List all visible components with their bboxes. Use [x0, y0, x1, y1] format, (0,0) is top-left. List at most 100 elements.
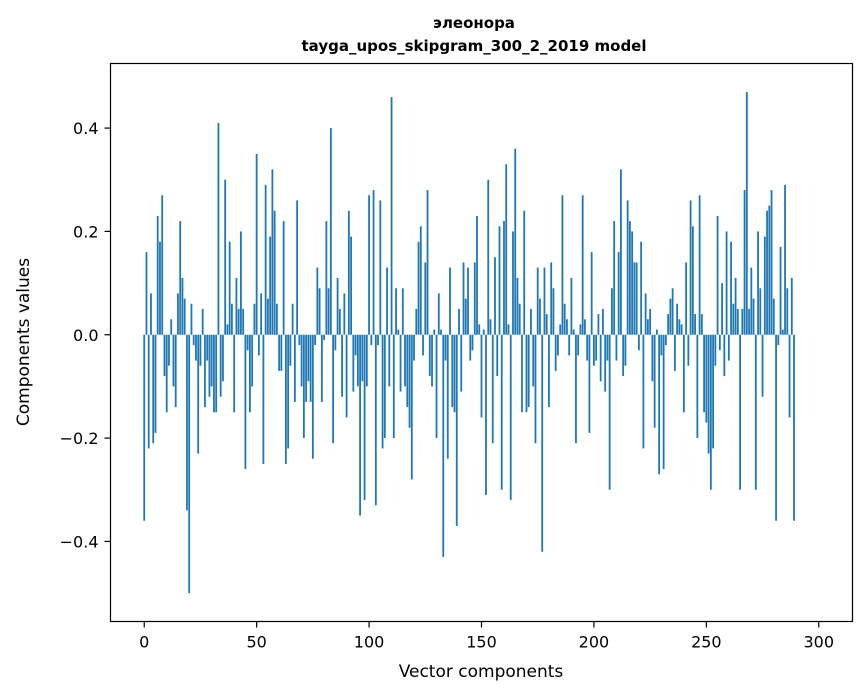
- bar-288: [790, 277, 793, 335]
- bar-series: [143, 91, 795, 594]
- bar-261: [730, 241, 732, 335]
- bar-16: [179, 221, 182, 335]
- bar-126: [426, 190, 429, 335]
- bar-162: [507, 324, 510, 335]
- bar-203: [599, 334, 602, 382]
- bar-265: [739, 334, 741, 490]
- bar-149: [478, 324, 481, 335]
- bar-218: [633, 262, 636, 335]
- bar-140: [458, 308, 460, 335]
- bar-52: [260, 293, 263, 335]
- bar-100: [368, 195, 370, 335]
- x-tick-label: 200: [579, 633, 610, 652]
- bar-226: [651, 334, 654, 382]
- bar-69: [298, 334, 301, 346]
- bar-33: [217, 122, 220, 335]
- bar-114: [399, 334, 402, 392]
- y-tick-label: −0.2: [60, 429, 99, 448]
- bar-61: [280, 334, 283, 371]
- bar-32: [215, 334, 218, 413]
- bar-254: [714, 334, 717, 366]
- bar-119: [410, 334, 413, 480]
- bar-18: [183, 298, 186, 335]
- bar-131: [437, 293, 440, 335]
- bar-239: [680, 324, 683, 335]
- bar-30: [210, 334, 213, 387]
- bar-31: [213, 334, 215, 413]
- bar-152: [485, 334, 487, 495]
- bar-263: [734, 277, 737, 335]
- bar-205: [604, 334, 607, 392]
- y-axis-ticks: −0.4 −0.2 0.0 0.2 0.4: [60, 119, 111, 551]
- bar-135: [446, 334, 449, 459]
- bar-105: [379, 200, 382, 335]
- bar-138: [453, 334, 456, 413]
- bar-112: [395, 288, 397, 335]
- bar-235: [671, 288, 674, 335]
- bar-179: [545, 314, 548, 335]
- chart-title: элеонора: [433, 14, 515, 32]
- bar-11: [168, 334, 170, 366]
- bar-180: [548, 334, 550, 408]
- bar-15: [177, 293, 179, 335]
- bar-108: [386, 267, 388, 335]
- bar-68: [296, 200, 299, 335]
- bar-168: [521, 334, 523, 413]
- bar-185: [559, 324, 562, 335]
- bar-134: [444, 334, 447, 361]
- bar-264: [736, 308, 739, 335]
- bar-4: [152, 334, 155, 444]
- bar-268: [745, 91, 748, 335]
- bar-169: [523, 210, 526, 335]
- bar-252: [709, 334, 712, 490]
- bar-43: [240, 231, 242, 335]
- bar-99: [365, 334, 368, 387]
- bar-29: [208, 334, 211, 397]
- y-tick-label: 0.0: [73, 326, 98, 345]
- bar-96: [359, 334, 361, 516]
- bar-276: [763, 236, 766, 335]
- bar-256: [718, 334, 721, 351]
- bar-285: [784, 184, 786, 335]
- bar-53: [262, 334, 265, 464]
- bar-132: [440, 329, 442, 335]
- bar-146: [471, 334, 474, 351]
- bar-283: [779, 246, 782, 335]
- bar-128: [431, 334, 433, 387]
- bar-241: [685, 262, 688, 335]
- bar-232: [664, 334, 667, 346]
- bar-19: [186, 334, 188, 511]
- bar-123: [419, 226, 422, 335]
- bar-250: [705, 334, 708, 423]
- bar-124: [422, 334, 424, 356]
- bar-73: [307, 334, 310, 382]
- bar-223: [644, 293, 647, 335]
- bar-262: [732, 303, 735, 335]
- bar-182: [552, 288, 555, 335]
- bar-2: [147, 334, 150, 449]
- bar-109: [388, 334, 391, 387]
- bar-287: [788, 334, 791, 418]
- bar-0: [143, 334, 146, 521]
- bar-279: [770, 190, 773, 335]
- bar-260: [727, 334, 730, 361]
- bar-27: [204, 334, 206, 408]
- bar-57: [271, 169, 274, 335]
- bar-145: [469, 334, 472, 361]
- bar-10: [165, 334, 168, 413]
- bar-47: [249, 334, 251, 413]
- bar-211: [617, 252, 620, 335]
- bar-222: [642, 334, 645, 449]
- bar-84: [332, 334, 334, 444]
- bar-21: [190, 303, 193, 335]
- bar-230: [660, 334, 663, 356]
- bar-219: [635, 262, 638, 335]
- bar-167: [518, 303, 521, 335]
- bar-49: [253, 303, 256, 335]
- bar-255: [716, 215, 719, 335]
- bar-188: [566, 319, 568, 335]
- bar-42: [237, 308, 240, 335]
- bar-270: [750, 267, 753, 335]
- bar-249: [703, 334, 705, 413]
- bar-164: [512, 231, 514, 335]
